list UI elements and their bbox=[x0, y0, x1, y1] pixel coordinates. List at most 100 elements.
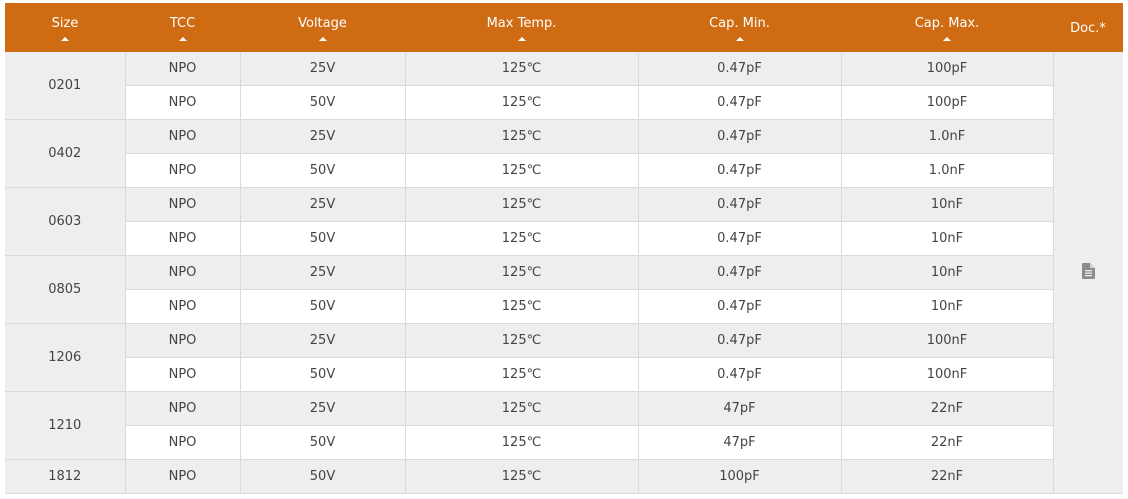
cell-tcc: NPO bbox=[125, 255, 241, 290]
cell-voltage: 50V bbox=[240, 289, 406, 324]
cell-cap-max: 10nF bbox=[841, 187, 1054, 222]
cell-tcc: NPO bbox=[125, 119, 241, 154]
cell-tcc: NPO bbox=[125, 425, 241, 460]
cell-max-temp: 125℃ bbox=[405, 425, 639, 460]
cell-size: 0201 bbox=[5, 52, 126, 120]
cell-tcc: NPO bbox=[125, 221, 241, 256]
cell-voltage: 50V bbox=[240, 85, 406, 120]
cell-size: 0805 bbox=[5, 255, 126, 324]
cell-cap-min: 0.47pF bbox=[638, 187, 842, 222]
cell-max-temp: 125℃ bbox=[405, 52, 639, 86]
sort-ascending-icon[interactable] bbox=[517, 37, 526, 41]
cell-max-temp: 125℃ bbox=[405, 357, 639, 392]
column-header-label: Voltage bbox=[298, 16, 347, 31]
table-row: 1210 NPO 25V 125℃ 47pF 22nF bbox=[5, 391, 1123, 460]
cell-tcc: NPO bbox=[125, 391, 241, 426]
table-row: NPO 50V 125℃ 0.47pF 10nF bbox=[5, 221, 1123, 256]
table-row: NPO 50V 125℃ 0.47pF 100pF bbox=[5, 85, 1123, 120]
table-row: 0402 NPO 25V 125℃ 0.47pF 1.0nF bbox=[5, 119, 1123, 188]
column-header-max-temp[interactable]: Max Temp. bbox=[405, 3, 638, 52]
cell-max-temp: 125℃ bbox=[405, 323, 639, 358]
cell-tcc: NPO bbox=[125, 187, 241, 222]
column-header-doc: Doc.* bbox=[1053, 3, 1123, 52]
cell-voltage: 50V bbox=[240, 357, 406, 392]
cell-cap-max: 100pF bbox=[841, 52, 1054, 86]
cell-max-temp: 125℃ bbox=[405, 221, 639, 256]
document-icon[interactable] bbox=[1081, 262, 1095, 279]
table-row: 0603 NPO 25V 125℃ 0.47pF 10nF bbox=[5, 187, 1123, 256]
cell-cap-max: 22nF bbox=[841, 459, 1054, 494]
cell-max-temp: 125℃ bbox=[405, 459, 639, 494]
column-header-cap-min[interactable]: Cap. Min. bbox=[638, 3, 841, 52]
cell-doc bbox=[1053, 52, 1123, 494]
cell-cap-max: 22nF bbox=[841, 425, 1054, 460]
cell-voltage: 25V bbox=[240, 391, 406, 426]
table-row: NPO 50V 125℃ 0.47pF 10nF bbox=[5, 289, 1123, 324]
column-header-cap-max[interactable]: Cap. Max. bbox=[841, 3, 1053, 52]
cell-cap-min: 47pF bbox=[638, 425, 842, 460]
sort-ascending-icon[interactable] bbox=[735, 37, 744, 41]
cell-voltage: 25V bbox=[240, 255, 406, 290]
column-header-voltage[interactable]: Voltage bbox=[240, 3, 405, 52]
cell-tcc: NPO bbox=[125, 289, 241, 324]
column-header-label: TCC bbox=[169, 16, 196, 31]
cell-voltage: 25V bbox=[240, 119, 406, 154]
product-table: Size TCC Voltage Max Temp. Cap. Min. Cap. Max… bbox=[5, 3, 1123, 494]
cell-voltage: 50V bbox=[240, 221, 406, 256]
table-row: NPO 50V 125℃ 0.47pF 100nF bbox=[5, 357, 1123, 392]
cell-cap-max: 1.0nF bbox=[841, 119, 1054, 154]
cell-tcc: NPO bbox=[125, 52, 241, 86]
column-header-label: Cap. Max. bbox=[914, 16, 980, 31]
cell-cap-min: 47pF bbox=[638, 391, 842, 426]
column-header-tcc[interactable]: TCC bbox=[125, 3, 240, 52]
cell-tcc: NPO bbox=[125, 323, 241, 358]
cell-voltage: 25V bbox=[240, 323, 406, 358]
table-header: Size TCC Voltage Max Temp. Cap. Min. Cap. Max… bbox=[5, 3, 1123, 52]
cell-cap-max: 100pF bbox=[841, 85, 1054, 120]
table-row: 1206 NPO 25V 125℃ 0.47pF 100nF bbox=[5, 323, 1123, 392]
cell-cap-max: 10nF bbox=[841, 289, 1054, 324]
sort-ascending-icon[interactable] bbox=[178, 37, 187, 41]
cell-tcc: NPO bbox=[125, 357, 241, 392]
sort-ascending-icon[interactable] bbox=[318, 37, 327, 41]
cell-tcc: NPO bbox=[125, 85, 241, 120]
cell-max-temp: 125℃ bbox=[405, 255, 639, 290]
cell-cap-min: 0.47pF bbox=[638, 52, 842, 86]
cell-max-temp: 125℃ bbox=[405, 119, 639, 154]
cell-max-temp: 125℃ bbox=[405, 289, 639, 324]
cell-cap-min: 0.47pF bbox=[638, 153, 842, 188]
cell-voltage: 50V bbox=[240, 459, 406, 494]
column-header-label: Cap. Min. bbox=[709, 16, 770, 31]
cell-tcc: NPO bbox=[125, 153, 241, 188]
sort-ascending-icon[interactable] bbox=[943, 37, 951, 41]
cell-voltage: 50V bbox=[240, 153, 406, 188]
cell-cap-min: 100pF bbox=[638, 459, 842, 494]
cell-voltage: 25V bbox=[240, 52, 406, 86]
cell-cap-min: 0.47pF bbox=[638, 255, 842, 290]
table-row: 0201 NPO 25V 125℃ 0.47pF 100pF bbox=[5, 52, 1123, 494]
cell-max-temp: 125℃ bbox=[405, 391, 639, 426]
cell-cap-max: 100nF bbox=[841, 323, 1054, 358]
cell-cap-min: 0.47pF bbox=[638, 323, 842, 358]
column-header-label: Max Temp. bbox=[486, 16, 557, 31]
cell-voltage: 25V bbox=[240, 187, 406, 222]
cell-cap-max: 22nF bbox=[841, 391, 1054, 426]
cell-size: 1206 bbox=[5, 323, 126, 392]
column-header-size[interactable]: Size bbox=[5, 3, 125, 52]
cell-size: 0402 bbox=[5, 119, 126, 188]
column-header-label: Size bbox=[51, 16, 79, 31]
cell-voltage: 50V bbox=[240, 425, 406, 460]
cell-cap-min: 0.47pF bbox=[638, 119, 842, 154]
cell-size: 1210 bbox=[5, 391, 126, 460]
table-row: 0805 NPO 25V 125℃ 0.47pF 10nF bbox=[5, 255, 1123, 324]
cell-cap-min: 0.47pF bbox=[638, 85, 842, 120]
table-row: NPO 50V 125℃ 0.47pF 1.0nF bbox=[5, 153, 1123, 188]
column-header-label: Doc.* bbox=[1070, 21, 1106, 36]
cell-max-temp: 125℃ bbox=[405, 153, 639, 188]
sort-ascending-icon[interactable] bbox=[61, 37, 69, 41]
cell-cap-min: 0.47pF bbox=[638, 289, 842, 324]
cell-cap-min: 0.47pF bbox=[638, 221, 842, 256]
cell-tcc: NPO bbox=[125, 459, 241, 494]
cell-size: 0603 bbox=[5, 187, 126, 256]
cell-cap-max: 10nF bbox=[841, 221, 1054, 256]
